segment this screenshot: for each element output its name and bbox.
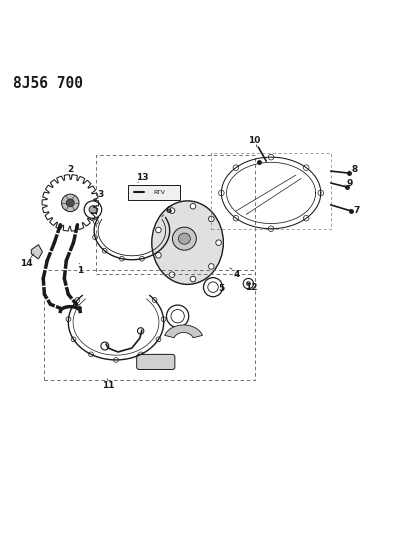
Circle shape bbox=[209, 264, 214, 269]
Circle shape bbox=[156, 227, 161, 233]
Text: RTV: RTV bbox=[154, 190, 166, 195]
Circle shape bbox=[66, 199, 74, 207]
Circle shape bbox=[140, 256, 144, 261]
Bar bbox=[128, 184, 180, 200]
Circle shape bbox=[303, 165, 309, 171]
Circle shape bbox=[268, 226, 274, 231]
Circle shape bbox=[219, 190, 224, 196]
Circle shape bbox=[216, 240, 221, 245]
Text: 6: 6 bbox=[166, 206, 172, 215]
Circle shape bbox=[246, 281, 251, 286]
Circle shape bbox=[89, 206, 97, 214]
Circle shape bbox=[114, 358, 119, 362]
Circle shape bbox=[169, 208, 175, 213]
Ellipse shape bbox=[152, 201, 223, 285]
Circle shape bbox=[94, 220, 99, 224]
Circle shape bbox=[71, 337, 76, 342]
Text: 8: 8 bbox=[352, 165, 358, 174]
Circle shape bbox=[75, 297, 80, 302]
Text: 12: 12 bbox=[245, 283, 257, 292]
Circle shape bbox=[233, 165, 239, 171]
Circle shape bbox=[102, 248, 107, 253]
Polygon shape bbox=[31, 245, 42, 259]
Circle shape bbox=[209, 216, 214, 222]
Circle shape bbox=[166, 235, 171, 239]
Text: 1: 1 bbox=[77, 266, 83, 275]
Text: 13: 13 bbox=[136, 173, 148, 182]
Circle shape bbox=[303, 215, 309, 221]
Ellipse shape bbox=[172, 227, 196, 250]
Circle shape bbox=[66, 317, 71, 321]
Circle shape bbox=[93, 235, 97, 239]
Circle shape bbox=[268, 155, 274, 160]
Text: 11: 11 bbox=[102, 381, 114, 390]
FancyBboxPatch shape bbox=[137, 354, 175, 369]
Circle shape bbox=[157, 248, 162, 253]
Text: 14: 14 bbox=[20, 259, 33, 268]
Text: 7: 7 bbox=[354, 206, 360, 215]
Circle shape bbox=[119, 256, 124, 261]
Circle shape bbox=[156, 337, 161, 342]
Circle shape bbox=[156, 253, 161, 258]
Circle shape bbox=[190, 204, 196, 209]
Circle shape bbox=[89, 352, 93, 357]
Circle shape bbox=[152, 297, 157, 302]
Circle shape bbox=[61, 194, 79, 212]
Polygon shape bbox=[165, 325, 203, 338]
Circle shape bbox=[166, 220, 170, 224]
Text: 10: 10 bbox=[248, 135, 260, 144]
Circle shape bbox=[318, 190, 324, 196]
Text: 5: 5 bbox=[219, 284, 225, 293]
Circle shape bbox=[169, 272, 175, 278]
Ellipse shape bbox=[178, 233, 190, 244]
Text: 2: 2 bbox=[67, 165, 73, 174]
Circle shape bbox=[233, 215, 239, 221]
Circle shape bbox=[161, 317, 166, 321]
Circle shape bbox=[190, 276, 196, 282]
Circle shape bbox=[138, 352, 143, 357]
Text: 3: 3 bbox=[98, 190, 104, 199]
Text: 9: 9 bbox=[347, 179, 353, 188]
Text: 8J56 700: 8J56 700 bbox=[13, 76, 83, 92]
Text: 4: 4 bbox=[233, 270, 240, 279]
